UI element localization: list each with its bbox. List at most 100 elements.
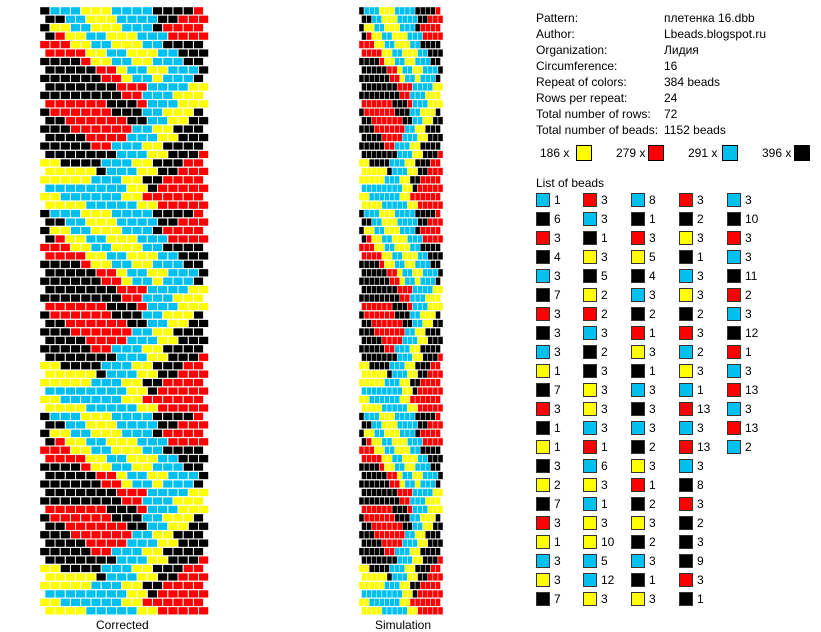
bead-cell [132, 344, 143, 353]
bead-cell [425, 361, 431, 370]
bead-cell [55, 556, 66, 565]
bead-cell [430, 74, 436, 83]
bead-cell [422, 505, 428, 514]
bead-count: 2 [697, 345, 704, 359]
bead-cell [152, 175, 163, 184]
bead-cell [188, 302, 199, 311]
bead-cell [397, 65, 403, 75]
bead-cell [399, 294, 405, 303]
bead-cell [361, 268, 367, 277]
bead-cell [361, 353, 367, 362]
bead-color-swatch [727, 364, 741, 378]
bead-cell [399, 209, 405, 218]
bead-cell [397, 370, 403, 379]
bead-cell [40, 480, 50, 489]
bead-cell [147, 82, 158, 91]
bead-cell [116, 268, 127, 277]
bead-cell [376, 420, 382, 429]
bead-count: 8 [649, 193, 656, 207]
bead-cell [384, 581, 390, 590]
bead-cell [111, 158, 122, 167]
bead-cell [162, 598, 173, 607]
bead-cell [409, 412, 416, 421]
bead-cell [371, 589, 377, 598]
bead-cell [111, 23, 122, 32]
bead-cell [91, 141, 102, 151]
bead-cell [386, 319, 393, 328]
bead-cell [422, 454, 428, 463]
bead-cell [361, 49, 367, 58]
bead-cell [75, 471, 86, 480]
bead-cell [391, 454, 398, 463]
bead-cell [366, 251, 372, 260]
bead-cell [162, 158, 173, 167]
bead-cell [437, 522, 444, 531]
bead-cell [407, 116, 413, 125]
bead-cell [85, 319, 96, 328]
bead-cell [126, 387, 137, 396]
bead-cell [178, 589, 189, 598]
bead-cell [137, 268, 148, 277]
bead-cell [391, 572, 398, 582]
bead-cell [409, 311, 416, 320]
bead-cell [173, 7, 184, 15]
bead-cell [427, 15, 434, 24]
bead-cell [116, 302, 127, 311]
bead-cell [152, 108, 163, 117]
bead-cell [65, 218, 76, 227]
bead-cell [430, 141, 436, 151]
bead-cell [137, 133, 148, 142]
bead-cell [394, 311, 400, 320]
bead-count: 5 [601, 554, 608, 568]
bead-cell [121, 547, 132, 556]
bead-cell [384, 158, 390, 167]
info-label: Pattern: [536, 11, 579, 25]
bead-cell [147, 505, 158, 514]
bead-cell [157, 572, 168, 582]
bead-cell [162, 429, 173, 438]
bead-cell [178, 65, 189, 75]
bead-cell [368, 480, 375, 489]
bead-cell [366, 370, 372, 379]
bead-cell [173, 429, 184, 438]
bead-cell [106, 133, 117, 142]
bead-cell [173, 23, 184, 32]
bead-cell [425, 311, 431, 320]
bead-cell [384, 209, 390, 218]
bead-cell [167, 32, 178, 41]
bead-cell [397, 234, 403, 243]
bead-cell [422, 116, 428, 125]
bead-cell [432, 589, 439, 598]
bead-cell [91, 581, 102, 590]
bead-cell [55, 353, 66, 362]
bead-cell [173, 496, 184, 505]
bead-cell [371, 65, 377, 75]
bead-cell [188, 420, 199, 429]
bead-color-swatch [536, 554, 550, 568]
bead-cell [425, 260, 431, 269]
bead-cell [152, 327, 163, 336]
bead-cell [96, 420, 107, 429]
bead-cell [384, 547, 390, 556]
bead-cell [363, 91, 370, 100]
bead-cell [371, 353, 377, 362]
bead-cell [412, 234, 418, 243]
bead-cell [435, 496, 441, 505]
bead-cell [432, 65, 439, 75]
info-value: Лидия [664, 43, 699, 57]
bead-cell [404, 344, 411, 353]
bead-cell [417, 403, 423, 412]
bead-cell [40, 378, 50, 387]
bead-cell [85, 556, 96, 565]
bead-cell [50, 57, 61, 66]
bead-cell [389, 40, 395, 49]
bead-cell [121, 209, 132, 218]
bead-cell [386, 437, 393, 446]
bead-cell [437, 589, 444, 598]
bead-cell [85, 133, 96, 142]
bead-cell [371, 387, 377, 396]
bead-cell [407, 353, 413, 362]
bead-cell [157, 488, 168, 497]
bead-cell [173, 158, 184, 167]
bead-color-swatch [679, 573, 693, 587]
